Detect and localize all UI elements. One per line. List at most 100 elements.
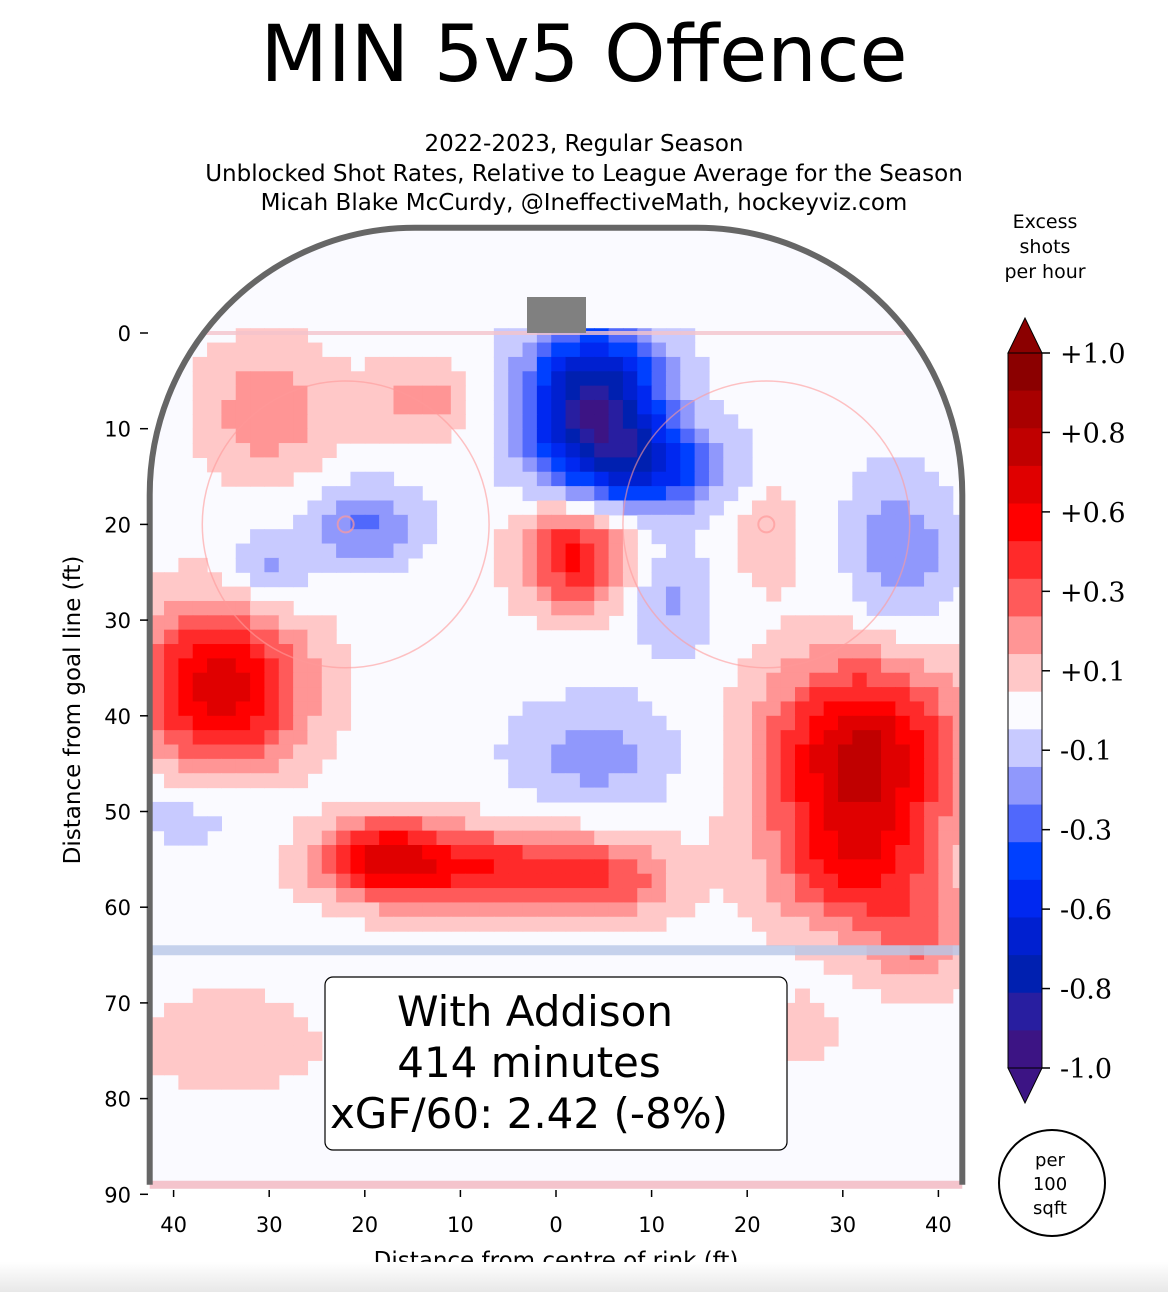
heat-cell	[536, 342, 552, 358]
heat-cell	[321, 543, 337, 559]
heat-cell	[637, 830, 653, 846]
heat-cell	[809, 873, 825, 889]
heat-cell	[737, 801, 753, 817]
heat-cell	[350, 888, 366, 904]
heat-cell	[393, 371, 409, 387]
heat-cell	[508, 399, 524, 415]
heat-cell	[780, 629, 796, 645]
heat-cell	[536, 557, 552, 573]
heat-cell	[895, 888, 911, 904]
heat-cell	[164, 572, 179, 588]
heat-cell	[766, 672, 782, 688]
heat-cell	[852, 773, 868, 789]
heat-cell	[321, 672, 337, 688]
heat-cell	[278, 399, 294, 415]
heat-cell	[938, 586, 954, 602]
heat-cell	[594, 687, 610, 703]
heat-cell	[250, 557, 266, 573]
heat-cell	[780, 687, 796, 703]
heat-cell	[809, 916, 825, 932]
heat-cell	[565, 615, 581, 631]
heat-cell	[737, 744, 753, 760]
heat-cell	[436, 844, 452, 860]
heat-cell	[536, 514, 552, 530]
heat-cell	[852, 672, 868, 688]
heat-cell	[881, 844, 896, 860]
heat-cell	[924, 787, 939, 803]
heat-cell	[881, 457, 896, 473]
heat-cell	[594, 500, 610, 516]
heat-cell	[866, 486, 882, 502]
heat-cell	[694, 486, 710, 502]
heat-cell	[637, 486, 653, 502]
heat-cell	[852, 801, 868, 817]
heat-cell	[651, 600, 667, 616]
heat-cell	[278, 701, 294, 717]
heat-cell	[178, 586, 194, 602]
heat-cell	[149, 816, 165, 832]
heat-cell	[881, 557, 896, 573]
heat-cell	[364, 428, 380, 444]
heat-cell	[622, 356, 638, 372]
heat-cell	[881, 644, 896, 659]
heat-cell	[952, 902, 963, 918]
heat-cell	[364, 399, 380, 415]
heat-cell	[651, 902, 667, 918]
heat-cell	[694, 428, 710, 444]
heat-cell	[909, 830, 925, 846]
heat-cell	[866, 844, 882, 860]
heat-cell	[751, 773, 767, 789]
heat-cell	[407, 916, 423, 932]
heat-cell	[407, 399, 423, 415]
heat-cell	[737, 830, 753, 846]
heat-cell	[823, 916, 839, 932]
heat-cell	[321, 399, 337, 415]
colorbar-tick-label: -0.1	[1060, 736, 1112, 767]
heat-cell	[795, 873, 810, 889]
heat-cell	[493, 428, 509, 444]
heat-cell	[737, 529, 753, 545]
heat-cell	[795, 687, 810, 703]
heat-cell	[221, 672, 237, 688]
heat-cell	[622, 859, 638, 875]
heat-cell	[192, 385, 208, 401]
heat-cell	[895, 730, 911, 746]
heat-cell	[881, 586, 896, 602]
heat-cell	[651, 644, 667, 659]
heat-cell	[838, 758, 853, 774]
colorbar-band	[1008, 917, 1042, 956]
heat-cell	[336, 371, 352, 387]
heat-cell	[866, 572, 882, 588]
heat-cell	[895, 644, 911, 659]
heat-cell	[838, 816, 853, 832]
heat-cell	[766, 844, 782, 860]
heat-cell	[522, 443, 538, 459]
heat-cell	[651, 514, 667, 530]
heat-cell	[164, 730, 179, 746]
heat-cell	[708, 830, 724, 846]
heat-cell	[608, 701, 624, 717]
heat-cell	[795, 859, 810, 875]
heat-cell	[579, 859, 595, 875]
heat-cell	[924, 959, 939, 975]
heat-cell	[579, 830, 595, 846]
heat-cell	[622, 758, 638, 774]
heat-cell	[594, 371, 610, 387]
faceoff-dot	[336, 515, 355, 534]
heat-cell	[264, 1002, 280, 1018]
heat-cell	[522, 457, 538, 473]
heat-cell	[579, 356, 595, 372]
heat-cell	[565, 888, 581, 904]
heat-cell	[751, 888, 767, 904]
heat-cell	[207, 443, 222, 459]
heat-cell	[594, 701, 610, 717]
heat-cell	[881, 931, 896, 947]
heat-cell	[866, 543, 882, 559]
heat-cell	[924, 500, 939, 516]
heat-cell	[952, 888, 963, 904]
colorbar-band	[1008, 654, 1042, 693]
heat-cell	[594, 486, 610, 502]
heat-cell	[895, 500, 911, 516]
heat-cell	[723, 888, 739, 904]
heat-cell	[192, 443, 208, 459]
